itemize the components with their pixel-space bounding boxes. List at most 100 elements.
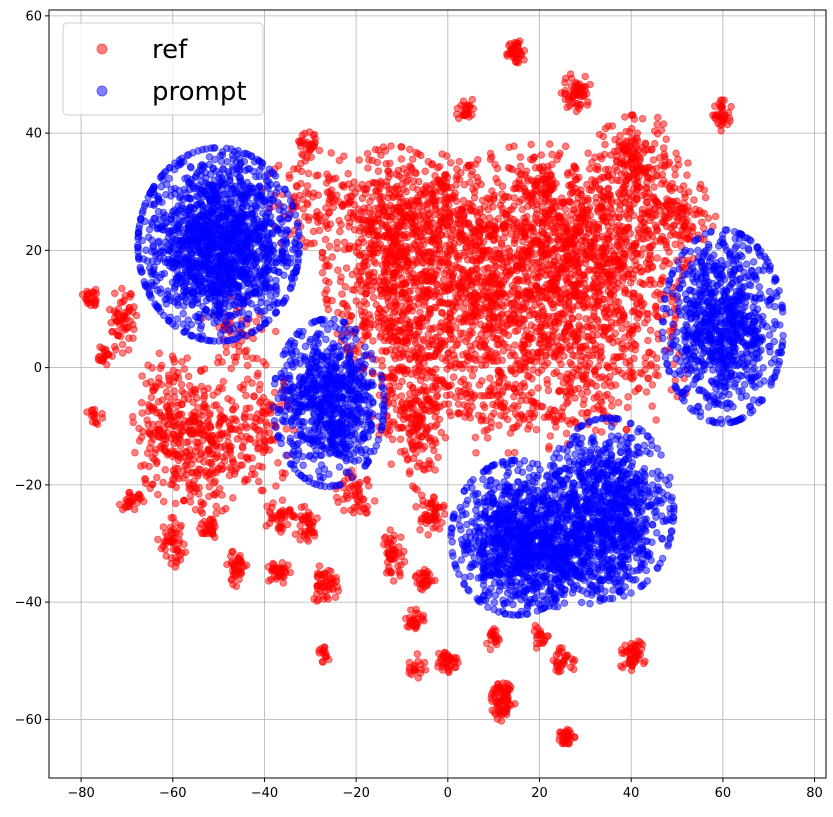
point-ref — [423, 317, 430, 324]
point-ref — [129, 493, 136, 500]
point-ref — [562, 79, 569, 86]
point-ref — [382, 148, 389, 155]
point-ref — [592, 427, 599, 434]
point-ref — [394, 292, 401, 299]
point-ref — [420, 187, 427, 194]
point-ref — [524, 203, 531, 210]
point-ref — [601, 252, 608, 259]
point-ref — [587, 81, 594, 88]
point-ref — [648, 361, 655, 368]
point-ref — [600, 133, 607, 140]
point-ref — [462, 312, 469, 319]
point-ref — [263, 422, 270, 429]
point-ref — [575, 280, 582, 287]
point-ref — [443, 231, 450, 238]
point-ref — [416, 252, 423, 259]
point-ref — [492, 263, 499, 270]
point-ref — [604, 391, 611, 398]
point-ref — [384, 223, 391, 230]
point-ref — [571, 207, 578, 214]
point-ref — [447, 336, 454, 343]
point-ref — [499, 209, 506, 216]
point-ref — [472, 434, 479, 441]
point-ref — [634, 251, 641, 258]
point-ref — [377, 287, 384, 294]
point-ref — [311, 240, 318, 247]
point-ref — [509, 166, 516, 173]
point-ref — [655, 372, 662, 379]
point-ref — [346, 199, 353, 206]
point-ref — [280, 580, 287, 587]
point-ref — [379, 363, 386, 370]
point-ref — [487, 222, 494, 229]
point-ref — [617, 261, 624, 268]
point-ref — [574, 100, 581, 107]
point-ref — [545, 411, 552, 418]
point-ref — [552, 219, 559, 226]
point-ref — [189, 391, 196, 398]
point-ref — [444, 249, 451, 256]
point-ref — [196, 491, 203, 498]
point-ref — [160, 498, 167, 505]
point-ref — [487, 385, 494, 392]
point-ref — [156, 426, 163, 433]
point-ref — [319, 659, 326, 666]
point-ref — [494, 276, 501, 283]
point-ref — [605, 186, 612, 193]
point-ref — [614, 148, 621, 155]
point-ref — [621, 253, 628, 260]
point-ref — [364, 150, 371, 157]
point-ref — [719, 97, 726, 104]
point-ref — [511, 300, 518, 307]
point-ref — [642, 140, 649, 147]
point-ref — [157, 434, 164, 441]
point-ref — [395, 368, 402, 375]
point-ref — [416, 178, 423, 185]
point-ref — [511, 425, 518, 432]
point-ref — [175, 453, 182, 460]
point-ref — [645, 375, 652, 382]
point-ref — [615, 399, 622, 406]
point-ref — [608, 152, 615, 159]
point-ref — [642, 354, 649, 361]
point-ref — [488, 419, 495, 426]
point-ref — [493, 270, 500, 277]
point-ref — [645, 310, 652, 317]
point-ref — [304, 183, 311, 190]
point-ref — [386, 186, 393, 193]
point-ref — [436, 345, 443, 352]
point-ref — [335, 309, 342, 316]
point-ref — [540, 263, 547, 270]
point-ref — [452, 190, 459, 197]
point-ref — [629, 369, 636, 376]
point-ref — [415, 198, 422, 205]
point-ref — [260, 359, 267, 366]
point-ref — [673, 150, 680, 157]
point-ref — [343, 303, 350, 310]
point-ref — [471, 195, 478, 202]
point-ref — [446, 219, 453, 226]
point-ref — [596, 176, 603, 183]
point-ref — [533, 426, 540, 433]
point-ref — [583, 256, 590, 263]
point-ref — [119, 285, 126, 292]
point-ref — [594, 299, 601, 306]
point-ref — [223, 445, 230, 452]
point-ref — [388, 143, 395, 150]
point-ref — [490, 252, 497, 259]
point-ref — [303, 189, 310, 196]
point-ref — [491, 410, 498, 417]
point-ref — [461, 249, 468, 256]
point-ref — [229, 456, 236, 463]
point-ref — [403, 188, 410, 195]
point-ref — [185, 373, 192, 380]
point-ref — [540, 230, 547, 237]
point-ref — [474, 174, 481, 181]
point-ref — [215, 354, 222, 361]
point-ref — [636, 264, 643, 271]
point-ref — [153, 460, 160, 467]
point-ref — [144, 417, 151, 424]
point-ref — [600, 214, 607, 221]
point-ref — [477, 321, 484, 328]
point-ref — [587, 205, 594, 212]
